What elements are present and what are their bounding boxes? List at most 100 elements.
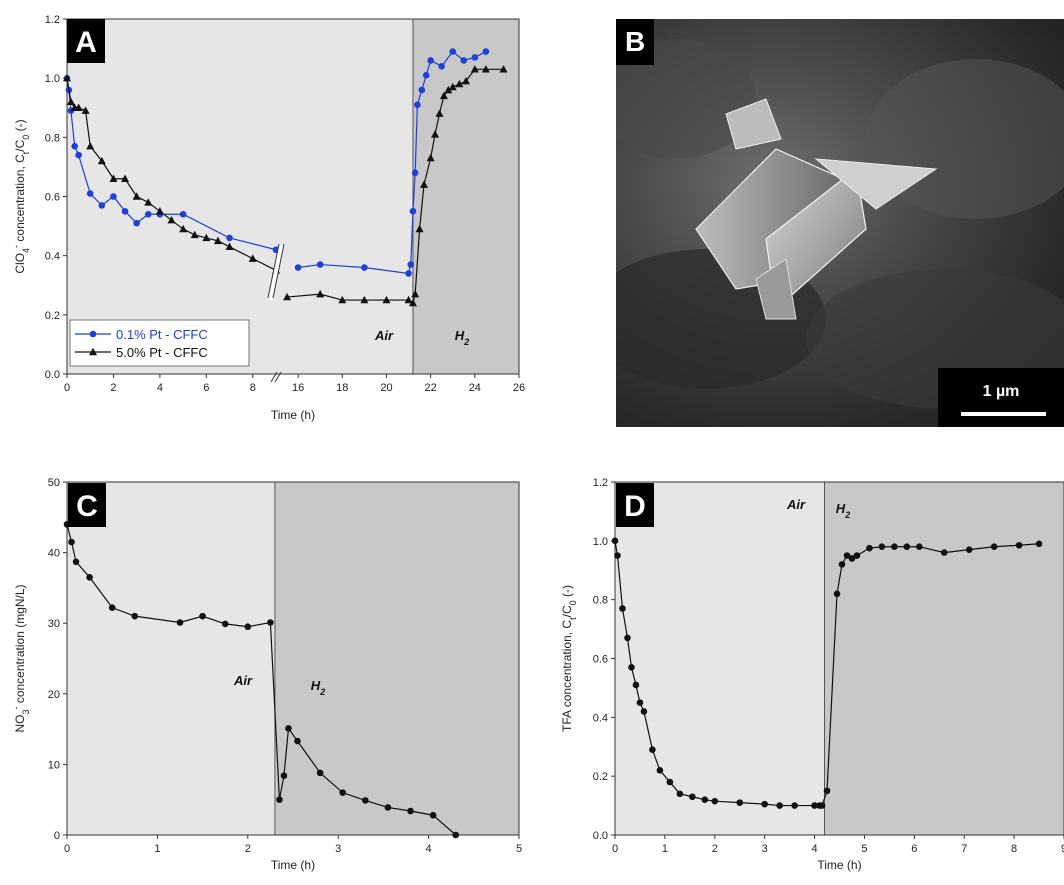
air-region xyxy=(67,482,275,835)
point-pt50 xyxy=(167,215,176,224)
data-point xyxy=(429,811,437,819)
h2-label: H2 xyxy=(836,501,850,520)
air-label: Air xyxy=(233,673,253,688)
y-tick-label: 1.2 xyxy=(593,477,608,489)
point-pt01 xyxy=(460,57,468,64)
y-tick-label: 0.8 xyxy=(45,132,60,144)
panel-d-badge xyxy=(616,483,654,527)
point-pt50 xyxy=(461,76,470,85)
point-pt50 xyxy=(455,79,464,88)
x-tick-label: 8 xyxy=(250,382,256,394)
y-tick-label: 1.2 xyxy=(45,14,60,26)
data-point xyxy=(619,605,626,612)
x-tick-label: 18 xyxy=(336,382,348,394)
point-pt01 xyxy=(409,207,417,215)
point-pt50 xyxy=(426,153,435,162)
point-pt50 xyxy=(225,242,234,250)
x-tick-label: 16 xyxy=(292,382,304,394)
x-tick-label: 0 xyxy=(64,843,70,855)
point-pt50 xyxy=(86,142,95,150)
data-point xyxy=(628,664,635,671)
point-pt01 xyxy=(226,234,233,242)
panel-c-chart: 0 10 20 30 40 50 0 1 2 3 4 5 Time (h) NO3- concentrat… xyxy=(11,477,522,872)
data-point xyxy=(1015,541,1023,549)
data-point xyxy=(711,797,719,805)
point-pt01 xyxy=(407,261,415,268)
point-pt50 xyxy=(444,85,453,94)
point-pt50 xyxy=(144,198,153,206)
point-pt50 xyxy=(66,97,75,106)
y-tick-label: 10 xyxy=(48,759,60,771)
point-pt50 xyxy=(481,65,490,73)
data-point xyxy=(811,802,818,809)
data-point xyxy=(818,802,826,809)
data-point xyxy=(838,561,846,568)
legend-entry: 5.0% Pt - CFFC xyxy=(116,345,208,360)
data-point xyxy=(316,769,324,777)
point-pt50 xyxy=(415,224,424,233)
data-point xyxy=(916,543,923,551)
point-pt01 xyxy=(110,193,117,200)
air-region xyxy=(615,482,825,835)
data-point xyxy=(791,802,798,809)
data-point xyxy=(940,549,948,556)
point-pt50 xyxy=(448,82,457,91)
sem-crystal-illustration xyxy=(616,39,1064,409)
point-pt50 xyxy=(109,174,118,182)
point-pt50 xyxy=(499,65,508,73)
y-tick-label: 0.2 xyxy=(593,771,608,783)
data-point xyxy=(362,797,369,804)
point-pt01 xyxy=(75,151,82,159)
data-point xyxy=(280,772,288,779)
data-point xyxy=(848,555,856,562)
point-pt01 xyxy=(427,57,434,64)
data-point xyxy=(761,800,768,808)
y-tick-label: 0 xyxy=(54,830,60,842)
data-point xyxy=(1035,540,1043,548)
data-point xyxy=(384,804,392,811)
x-tick-label: 0 xyxy=(64,382,70,394)
point-pt01 xyxy=(361,264,368,271)
data-point xyxy=(244,623,252,631)
x-tick-label: 6 xyxy=(203,382,209,394)
plot-frame xyxy=(66,481,520,836)
point-pt01 xyxy=(411,169,419,177)
data-point xyxy=(640,708,648,715)
point-pt50 xyxy=(202,233,211,242)
point-pt50 xyxy=(439,91,448,100)
air-label: Air xyxy=(374,328,394,343)
point-pt50 xyxy=(97,156,106,165)
point-pt50 xyxy=(435,109,444,117)
point-pt01 xyxy=(71,142,78,150)
x-tick-label: 8 xyxy=(1011,843,1017,855)
scale-bar-box xyxy=(938,368,1064,427)
panel-b-badge xyxy=(616,19,654,65)
data-point xyxy=(666,778,674,786)
point-pt50 xyxy=(132,192,141,200)
x-tick-label: 6 xyxy=(911,843,917,855)
point-pt50 xyxy=(63,73,71,82)
point-pt01 xyxy=(179,210,187,218)
data-point xyxy=(689,793,696,801)
x-tick-label: 4 xyxy=(426,843,432,855)
data-point xyxy=(131,612,139,620)
y-tick-label: 0.2 xyxy=(45,310,60,322)
y-tick-label: 50 xyxy=(48,477,60,489)
x-tick-label: 4 xyxy=(811,843,817,855)
point-pt50 xyxy=(382,295,391,304)
x-tick-label: 2 xyxy=(712,843,718,855)
panel-b-letter: B xyxy=(625,26,646,57)
x-tick-label: 9 xyxy=(1061,843,1064,855)
data-point xyxy=(736,799,744,806)
point-pt01 xyxy=(422,71,430,79)
point-pt01 xyxy=(414,101,421,109)
point-pt50 xyxy=(179,224,188,233)
x-tick-label: 1 xyxy=(662,843,668,855)
point-pt50 xyxy=(360,295,369,304)
point-pt50 xyxy=(121,174,130,182)
point-pt50 xyxy=(213,236,222,245)
point-pt50 xyxy=(316,289,325,298)
point-pt50 xyxy=(470,65,479,73)
data-point xyxy=(776,802,783,809)
data-point xyxy=(108,604,116,611)
